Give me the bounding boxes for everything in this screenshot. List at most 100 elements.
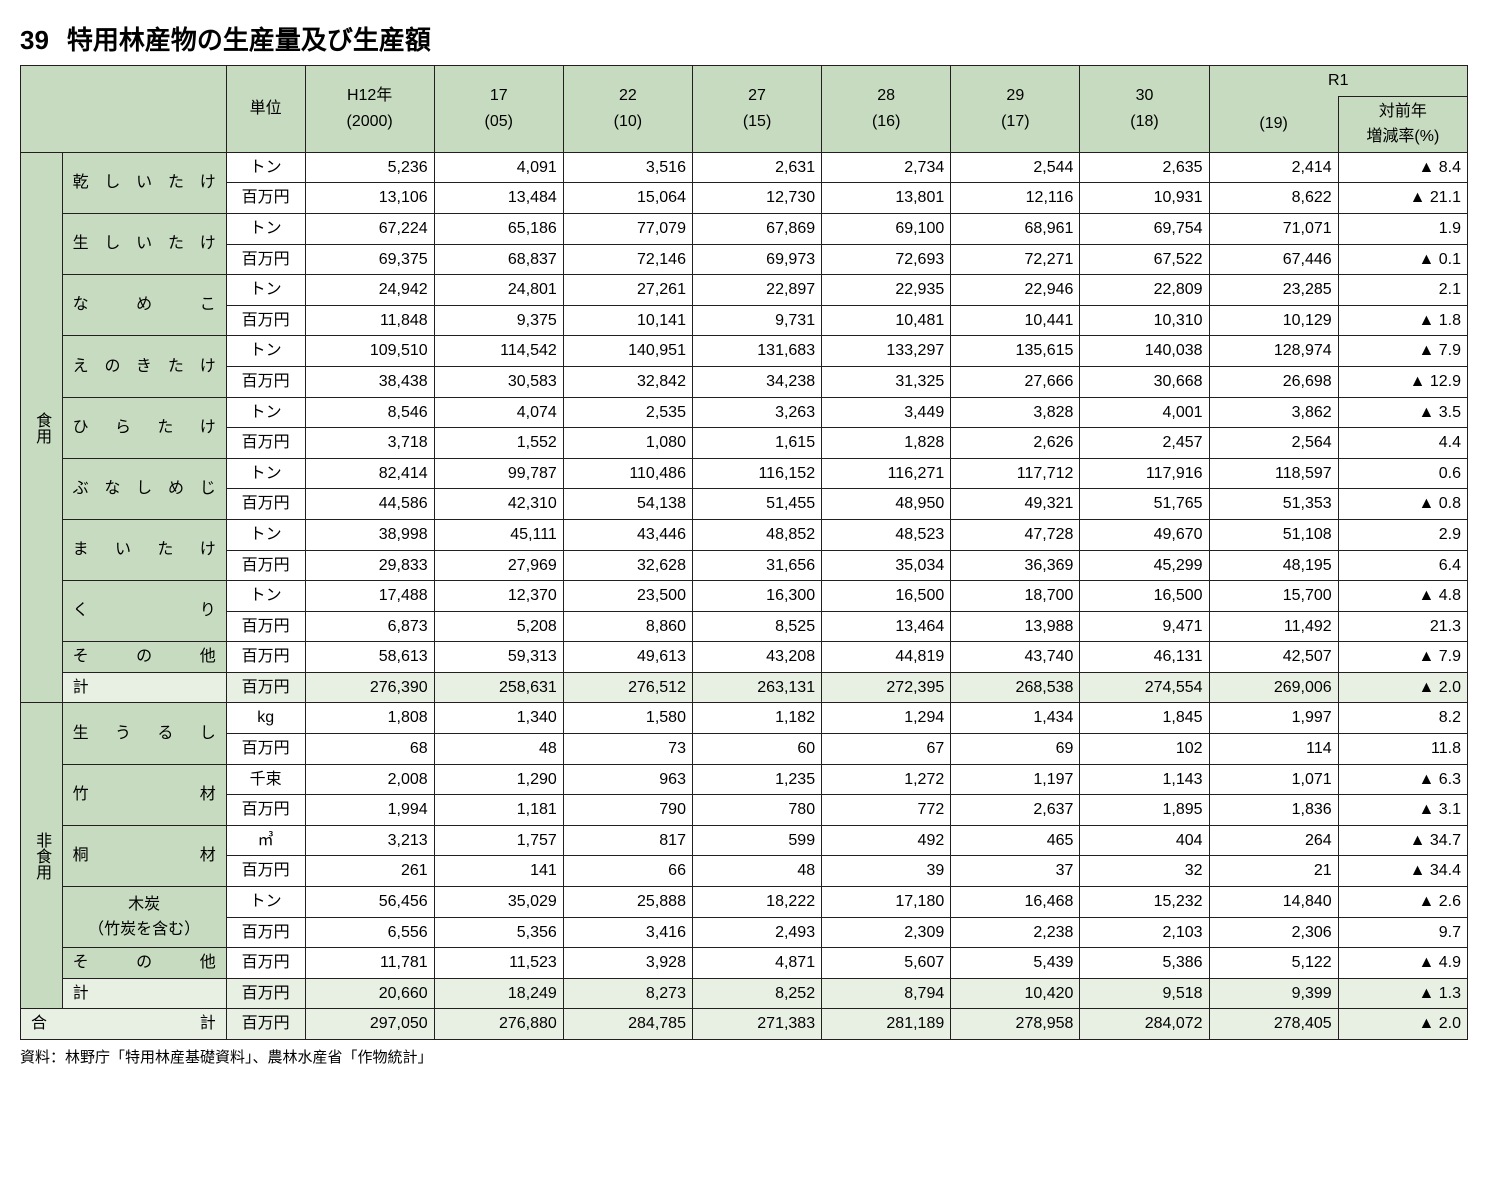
- table-row: 非食用生うるしkg1,8081,3401,5801,1821,2941,4341…: [21, 703, 1468, 734]
- value-cell: 1,294: [822, 703, 951, 734]
- value-cell: 51,765: [1080, 489, 1209, 520]
- value-cell: 35,029: [434, 887, 563, 918]
- value-cell: 2,734: [822, 152, 951, 183]
- value-cell: 73: [563, 734, 692, 765]
- value-cell: 32,628: [563, 550, 692, 581]
- value-cell: 32: [1080, 856, 1209, 887]
- value-cell: 99,787: [434, 458, 563, 489]
- value-cell: ▲ 7.9: [1338, 642, 1467, 673]
- value-cell: 110,486: [563, 458, 692, 489]
- value-cell: 5,356: [434, 917, 563, 948]
- value-cell: 21.3: [1338, 611, 1467, 642]
- value-cell: 1,580: [563, 703, 692, 734]
- value-cell: 5,439: [951, 948, 1080, 979]
- grand-total-row: 合計百万円297,050276,880284,785271,383281,189…: [21, 1009, 1468, 1040]
- table-row: 百万円69,37568,83772,14669,97372,69372,2716…: [21, 244, 1468, 275]
- value-cell: 27,666: [951, 366, 1080, 397]
- value-cell: 281,189: [822, 1009, 951, 1040]
- value-cell: 1,552: [434, 428, 563, 459]
- value-cell: 5,386: [1080, 948, 1209, 979]
- header-year-5: 29(17): [951, 66, 1080, 153]
- table-row: 百万円29,83327,96932,62831,65635,03436,3694…: [21, 550, 1468, 581]
- value-cell: 44,586: [305, 489, 434, 520]
- table-row: ひらたけトン8,5464,0742,5353,2633,4493,8284,00…: [21, 397, 1468, 428]
- unit-cell: 百万円: [226, 611, 305, 642]
- value-cell: ▲ 3.5: [1338, 397, 1467, 428]
- unit-cell: 百万円: [226, 428, 305, 459]
- value-cell: 31,325: [822, 366, 951, 397]
- value-cell: 9,471: [1080, 611, 1209, 642]
- value-cell: 114,542: [434, 336, 563, 367]
- header-pct: 対前年増減率(%): [1338, 96, 1467, 152]
- unit-cell: トン: [226, 152, 305, 183]
- unit-cell: トン: [226, 519, 305, 550]
- value-cell: 11,848: [305, 305, 434, 336]
- value-cell: 69,100: [822, 213, 951, 244]
- value-cell: 2,535: [563, 397, 692, 428]
- value-cell: 13,988: [951, 611, 1080, 642]
- value-cell: ▲ 2.0: [1338, 672, 1467, 703]
- value-cell: 30,668: [1080, 366, 1209, 397]
- table-body: 食用乾しいたけトン5,2364,0913,5162,6312,7342,5442…: [21, 152, 1468, 1039]
- value-cell: ▲ 4.9: [1338, 948, 1467, 979]
- value-cell: ▲ 8.4: [1338, 152, 1467, 183]
- unit-cell: 百万円: [226, 978, 305, 1009]
- value-cell: 276,390: [305, 672, 434, 703]
- value-cell: 2,306: [1209, 917, 1338, 948]
- item-name: くり: [62, 581, 226, 642]
- value-cell: ▲ 1.8: [1338, 305, 1467, 336]
- value-cell: 3,928: [563, 948, 692, 979]
- item-name: ひらたけ: [62, 397, 226, 458]
- value-cell: 8,525: [692, 611, 821, 642]
- value-cell: 27,969: [434, 550, 563, 581]
- value-cell: 15,700: [1209, 581, 1338, 612]
- value-cell: 16,500: [822, 581, 951, 612]
- value-cell: 36,369: [951, 550, 1080, 581]
- table-row: まいたけトン38,99845,11143,44648,85248,52347,7…: [21, 519, 1468, 550]
- value-cell: 10,931: [1080, 183, 1209, 214]
- value-cell: 67,522: [1080, 244, 1209, 275]
- source-footnote: 資料：林野庁「特用林産基礎資料」、農林水産省「作物統計」: [20, 1046, 1468, 1067]
- value-cell: 10,129: [1209, 305, 1338, 336]
- value-cell: 59,313: [434, 642, 563, 673]
- value-cell: 2,635: [1080, 152, 1209, 183]
- value-cell: 261: [305, 856, 434, 887]
- value-cell: 2.1: [1338, 275, 1467, 306]
- value-cell: 117,916: [1080, 458, 1209, 489]
- value-cell: 10,310: [1080, 305, 1209, 336]
- unit-cell: 百万円: [226, 489, 305, 520]
- value-cell: 1.9: [1338, 213, 1467, 244]
- value-cell: 9,731: [692, 305, 821, 336]
- unit-cell: トン: [226, 581, 305, 612]
- value-cell: ▲ 7.9: [1338, 336, 1467, 367]
- value-cell: 268,538: [951, 672, 1080, 703]
- item-name: 竹材: [62, 764, 226, 825]
- table-row: くりトン17,48812,37023,50016,30016,50018,700…: [21, 581, 1468, 612]
- subtotal-row: 計百万円276,390258,631276,512263,131272,3952…: [21, 672, 1468, 703]
- value-cell: 5,607: [822, 948, 951, 979]
- header-year-7b: (19): [1209, 96, 1338, 152]
- value-cell: 2,626: [951, 428, 1080, 459]
- header-year-1: 17(05): [434, 66, 563, 153]
- value-cell: 13,801: [822, 183, 951, 214]
- value-cell: 8,860: [563, 611, 692, 642]
- value-cell: 1,845: [1080, 703, 1209, 734]
- value-cell: 492: [822, 825, 951, 856]
- unit-cell: 百万円: [226, 672, 305, 703]
- value-cell: 3,416: [563, 917, 692, 948]
- value-cell: 8,252: [692, 978, 821, 1009]
- value-cell: 1,895: [1080, 795, 1209, 826]
- value-cell: 48,950: [822, 489, 951, 520]
- value-cell: 67,224: [305, 213, 434, 244]
- value-cell: 6,556: [305, 917, 434, 948]
- value-cell: 1,181: [434, 795, 563, 826]
- value-cell: 5,208: [434, 611, 563, 642]
- value-cell: 69,973: [692, 244, 821, 275]
- value-cell: 1,197: [951, 764, 1080, 795]
- item-name: その他: [62, 642, 226, 673]
- value-cell: 278,958: [951, 1009, 1080, 1040]
- unit-cell: 百万円: [226, 183, 305, 214]
- value-cell: 31,656: [692, 550, 821, 581]
- value-cell: 48,523: [822, 519, 951, 550]
- value-cell: 118,597: [1209, 458, 1338, 489]
